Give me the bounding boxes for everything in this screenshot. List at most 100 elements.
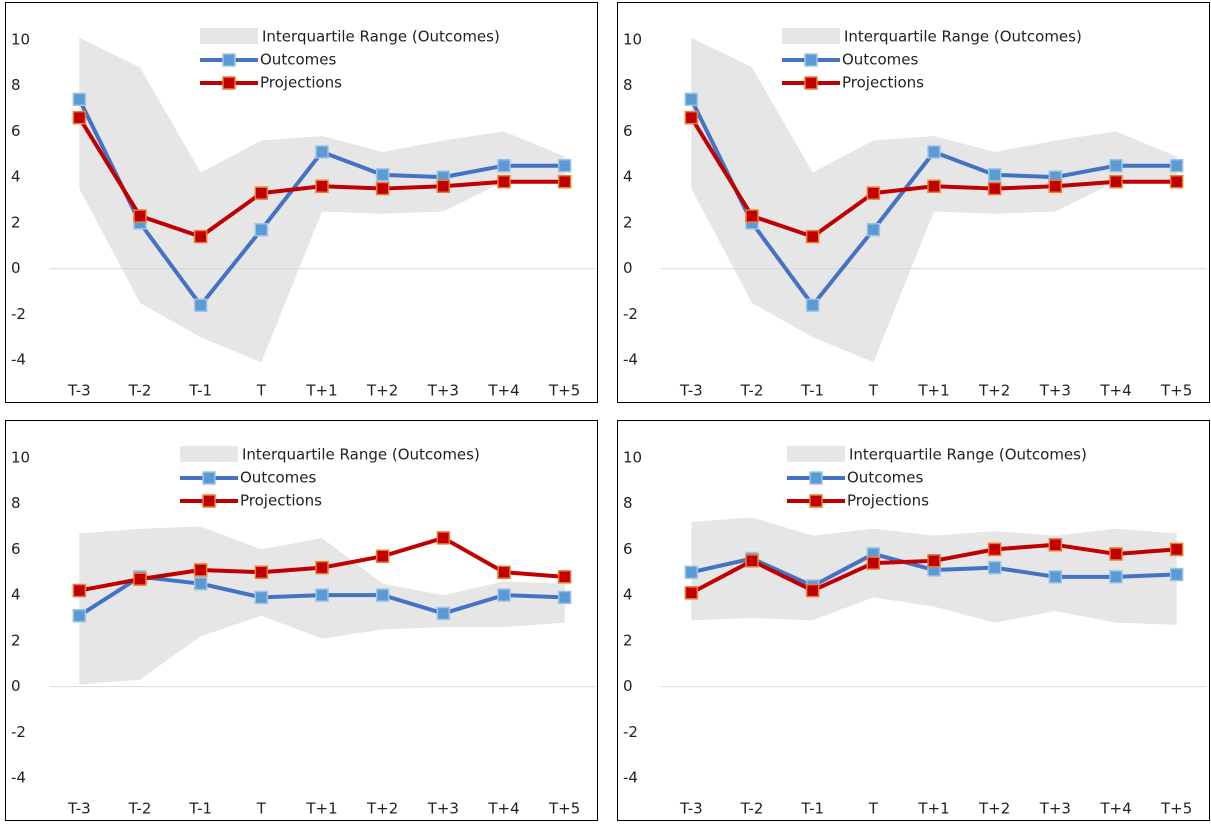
x-tick-label: T+1 xyxy=(305,382,337,400)
chart-panel: -4 -2 0 2 4 6 8 10 T-3 T-2 T-1 T T+1 T+2 T+3 T+4 T+5 Inte… xyxy=(5,420,598,821)
chart-panel: -4 -2 0 2 4 6 8 10 T-3 T-2 T-1 T T+1 T+2 T+3 T+4 T+5 Inte… xyxy=(617,2,1210,403)
legend-swatch xyxy=(809,494,823,508)
y-tick-label: -4 xyxy=(623,351,638,369)
x-tick-label: T+2 xyxy=(366,800,398,818)
legend-swatch xyxy=(202,494,216,508)
legend-swatch xyxy=(222,53,236,67)
iqr-band xyxy=(691,37,1177,363)
x-tick-label: T+4 xyxy=(487,800,519,818)
x-tick-label: T-1 xyxy=(188,382,212,400)
legend-label: Projections xyxy=(842,74,924,92)
marker xyxy=(866,222,881,237)
x-tick-label: T+1 xyxy=(917,800,949,818)
y-tick-label: -4 xyxy=(11,351,26,369)
x-tick-label: T-2 xyxy=(740,382,764,400)
marker xyxy=(987,560,1002,575)
x-tick-label: T-3 xyxy=(679,382,703,400)
marker xyxy=(866,186,881,200)
marker xyxy=(193,576,208,591)
marker xyxy=(684,586,699,600)
x-tick-label: T-1 xyxy=(188,800,212,818)
x-tick-label: T-2 xyxy=(740,800,764,818)
x-tick-label: T+1 xyxy=(305,800,337,818)
marker xyxy=(927,554,941,568)
y-tick-label: 4 xyxy=(11,168,21,186)
y-tick-label: 6 xyxy=(11,540,21,558)
y-tick-label: 4 xyxy=(623,586,633,604)
legend-label: Outcomes xyxy=(260,51,336,69)
y-tick-label: -2 xyxy=(623,723,638,741)
y-tick-label: 0 xyxy=(11,677,21,695)
marker xyxy=(72,92,87,107)
x-tick-label: T+5 xyxy=(548,800,580,818)
marker xyxy=(866,556,881,570)
x-tick-label: T-3 xyxy=(67,800,91,818)
marker xyxy=(497,565,511,579)
marker xyxy=(1169,567,1184,582)
x-tick-label: T-3 xyxy=(679,800,703,818)
y-tick-label: -4 xyxy=(11,769,26,787)
y-tick-label: 6 xyxy=(623,122,633,140)
marker xyxy=(1169,542,1184,557)
x-tick-label: T+2 xyxy=(978,800,1010,818)
marker xyxy=(193,563,208,577)
x-tick-label: T-1 xyxy=(800,382,824,400)
y-tick-label: 4 xyxy=(623,168,633,186)
x-tick-label: T+3 xyxy=(427,382,459,400)
legend-label: Projections xyxy=(240,492,322,510)
marker xyxy=(684,565,699,579)
x-tick-label: T xyxy=(256,800,267,818)
marker xyxy=(1169,158,1184,173)
marker xyxy=(684,92,699,107)
marker xyxy=(1109,174,1123,189)
marker xyxy=(72,583,87,598)
marker xyxy=(557,570,572,584)
y-tick-label: 2 xyxy=(623,213,633,231)
y-tick-label: -2 xyxy=(623,305,638,323)
marker xyxy=(1048,179,1063,194)
y-tick-label: 0 xyxy=(623,677,633,695)
chart-panel: -4 -2 0 2 4 6 8 10 T-3 T-2 T-1 T T+1 T+2 T+3 T+4 T+5 Inte… xyxy=(617,420,1210,821)
y-tick-label: 8 xyxy=(11,76,21,94)
legend-label: Outcomes xyxy=(842,51,918,69)
marker xyxy=(557,174,572,189)
y-tick-label: -2 xyxy=(11,305,26,323)
y-tick-label: 2 xyxy=(11,631,21,649)
legend-label: Interquartile Range (Outcomes) xyxy=(844,28,1082,46)
legend-swatch xyxy=(804,76,818,90)
legend-label: Outcomes xyxy=(240,469,316,487)
y-tick-label: 10 xyxy=(11,30,30,48)
legend-label: Projections xyxy=(260,74,342,92)
marker xyxy=(987,168,1002,182)
x-tick-label: T+3 xyxy=(1039,800,1071,818)
marker xyxy=(315,560,329,575)
marker xyxy=(1048,570,1063,584)
y-tick-label: 6 xyxy=(11,122,21,140)
marker xyxy=(1169,174,1184,189)
y-tick-label: 8 xyxy=(623,76,633,94)
marker xyxy=(805,298,820,312)
y-tick-label: 6 xyxy=(623,540,633,558)
legend-swatch xyxy=(804,53,818,67)
x-tick-label: T xyxy=(256,382,267,400)
marker xyxy=(193,298,208,312)
marker xyxy=(1109,547,1123,561)
marker xyxy=(436,179,451,194)
x-tick-label: T+4 xyxy=(487,382,519,400)
legend-label: Interquartile Range (Outcomes) xyxy=(242,446,480,464)
marker xyxy=(987,542,1002,557)
legend-swatch xyxy=(787,446,845,462)
x-tick-label: T-2 xyxy=(128,800,152,818)
marker xyxy=(745,209,759,223)
marker xyxy=(254,590,269,605)
x-tick-label: T+5 xyxy=(1160,382,1192,400)
marker xyxy=(1109,158,1123,173)
marker xyxy=(805,229,820,244)
marker xyxy=(436,531,451,545)
legend-swatch xyxy=(202,471,216,485)
y-tick-label: 0 xyxy=(623,259,633,277)
marker xyxy=(72,608,87,623)
x-tick-label: T+2 xyxy=(366,382,398,400)
marker xyxy=(315,588,329,602)
